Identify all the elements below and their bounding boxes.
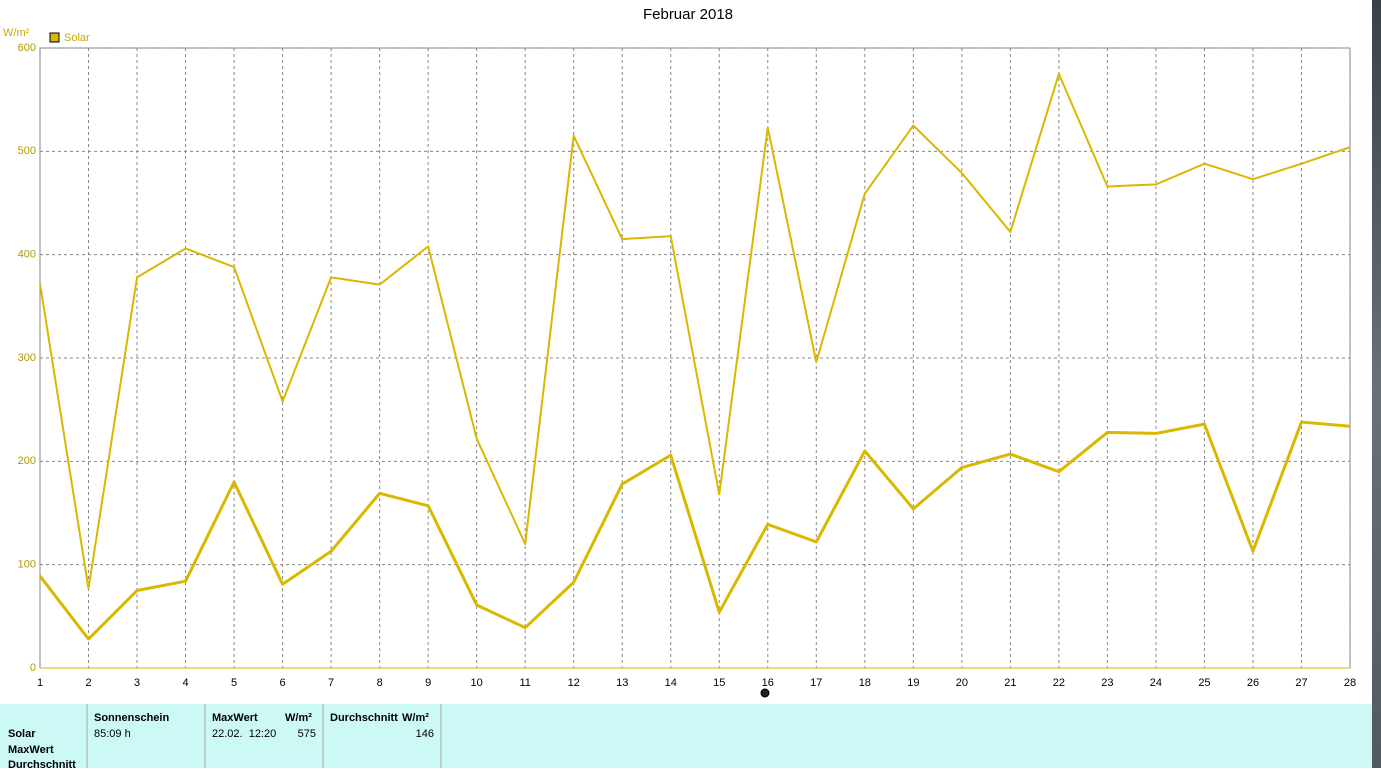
x-tick-label: 15 <box>713 677 725 689</box>
column-header: Sonnenschein <box>94 712 169 724</box>
stats-panel <box>0 704 1372 768</box>
legend-label: Solar <box>64 32 90 44</box>
x-tick-label: 16 <box>762 677 774 689</box>
window-edge <box>1372 0 1381 768</box>
x-tick-label: 8 <box>377 677 383 689</box>
x-tick-label: 18 <box>859 677 871 689</box>
x-tick-label: 2 <box>85 677 91 689</box>
column-header: Durchschnitt <box>330 712 398 724</box>
cell: 146 <box>416 728 434 740</box>
current-day-marker <box>760 688 770 698</box>
column-header: W/m² <box>285 712 312 724</box>
y-tick-label: 200 <box>18 455 36 467</box>
x-tick-label: 6 <box>280 677 286 689</box>
y-tick-label: 500 <box>18 145 36 157</box>
y-tick-label: 600 <box>18 42 36 54</box>
x-tick-label: 7 <box>328 677 334 689</box>
x-tick-label: 20 <box>956 677 968 689</box>
row-label: Durchschnitt <box>8 759 76 768</box>
x-tick-label: 27 <box>1295 677 1307 689</box>
y-tick-label: 300 <box>18 352 36 364</box>
y-tick-label: 0 <box>30 662 36 674</box>
column-header: W/m² <box>402 712 429 724</box>
x-tick-label: 19 <box>907 677 919 689</box>
row-label: MaxWert <box>8 744 54 756</box>
cell: 22.02. 12:20 <box>212 728 276 740</box>
chart-title: Februar 2018 <box>643 6 733 23</box>
x-tick-label: 26 <box>1247 677 1259 689</box>
x-tick-label: 25 <box>1198 677 1210 689</box>
column-header: MaxWert <box>212 712 258 724</box>
x-tick-label: 17 <box>810 677 822 689</box>
y-tick-label: 100 <box>18 559 36 571</box>
x-tick-label: 14 <box>665 677 677 689</box>
x-tick-label: 21 <box>1004 677 1016 689</box>
cell: 85:09 h <box>94 728 131 740</box>
data-line <box>39 72 1351 590</box>
cell: 575 <box>298 728 316 740</box>
x-tick-label: 10 <box>471 677 483 689</box>
x-tick-label: 11 <box>519 677 530 689</box>
x-tick-label: 12 <box>568 677 580 689</box>
x-tick-label: 1 <box>37 677 43 689</box>
legend-swatch <box>49 32 60 43</box>
x-tick-label: 28 <box>1344 677 1356 689</box>
x-tick-label: 22 <box>1053 677 1065 689</box>
x-tick-label: 4 <box>182 677 188 689</box>
x-tick-label: 23 <box>1101 677 1113 689</box>
x-tick-label: 13 <box>616 677 628 689</box>
row-label: Solar <box>8 728 36 740</box>
x-tick-label: 3 <box>134 677 140 689</box>
y-axis-unit: W/m² <box>3 27 30 39</box>
x-tick-label: 24 <box>1150 677 1162 689</box>
data-line <box>38 420 1351 641</box>
y-tick-label: 400 <box>18 249 36 261</box>
x-tick-label: 9 <box>425 677 431 689</box>
x-tick-label: 5 <box>231 677 237 689</box>
